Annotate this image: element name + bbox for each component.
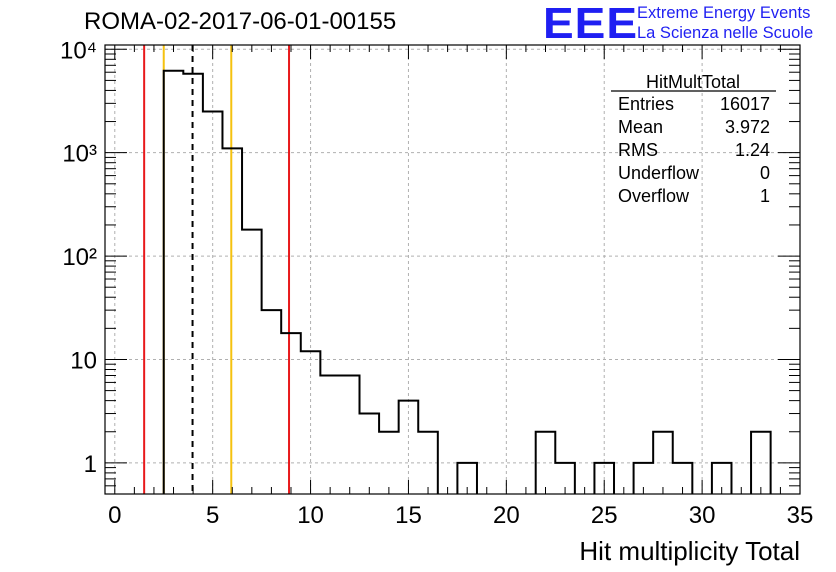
- histogram-series: [162, 69, 772, 494]
- x-tick-label: 20: [493, 502, 520, 529]
- histogram-run: [162, 69, 439, 494]
- histogram-run: [750, 430, 772, 494]
- x-tick-labels: 0 5 10 15 20 25 30 35: [108, 502, 813, 529]
- stats-row-label: Mean: [618, 117, 663, 137]
- axis-ticks: [105, 45, 801, 495]
- y-tick-label: 10: [70, 347, 97, 374]
- stats-row-value: 16017: [720, 94, 770, 114]
- stats-title: HitMultTotal: [646, 72, 740, 92]
- logo-mark: EEE: [543, 0, 639, 48]
- histogram-run: [632, 430, 694, 494]
- histogram-run: [593, 461, 616, 494]
- histogram-run: [710, 461, 733, 494]
- x-tick-label: 15: [395, 502, 422, 529]
- x-axis-label: Hit multiplicity Total: [579, 536, 800, 566]
- stats-row-label: Overflow: [618, 186, 690, 206]
- x-tick-label: 10: [297, 502, 324, 529]
- stats-row-label: Entries: [618, 94, 674, 114]
- logo-line-2: La Scienza nelle Scuole: [637, 24, 814, 42]
- x-tick-label: 35: [787, 502, 814, 529]
- x-tick-label: 0: [108, 502, 121, 529]
- y-tick-label: 10²: [62, 244, 97, 271]
- histogram-run: [456, 461, 478, 494]
- y-tick-labels: 1 10 10² 10³ 10⁴: [60, 37, 97, 478]
- stats-row-value: 1.24: [735, 140, 770, 160]
- stats-row-label: RMS: [618, 140, 658, 160]
- y-tick-label: 10³: [62, 141, 97, 168]
- y-tick-label: 1: [84, 451, 97, 478]
- stats-row-label: Underflow: [618, 163, 700, 183]
- histogram-run: [534, 430, 576, 494]
- stats-row-value: 3.972: [725, 117, 770, 137]
- x-tick-label: 25: [591, 502, 618, 529]
- eee-logo: EEE Extreme Energy Events La Scienza nel…: [543, 0, 833, 48]
- y-tick-label: 10⁴: [60, 37, 97, 64]
- x-tick-label: 5: [206, 502, 219, 529]
- chart-title: ROMA-02-2017-06-01-00155: [84, 8, 397, 35]
- stats-row-value: 0: [760, 163, 770, 183]
- stats-row-value: 1: [760, 186, 770, 206]
- x-tick-label: 30: [689, 502, 716, 529]
- logo-line-1: Extreme Energy Events: [637, 4, 811, 22]
- plot-frame: [104, 44, 801, 495]
